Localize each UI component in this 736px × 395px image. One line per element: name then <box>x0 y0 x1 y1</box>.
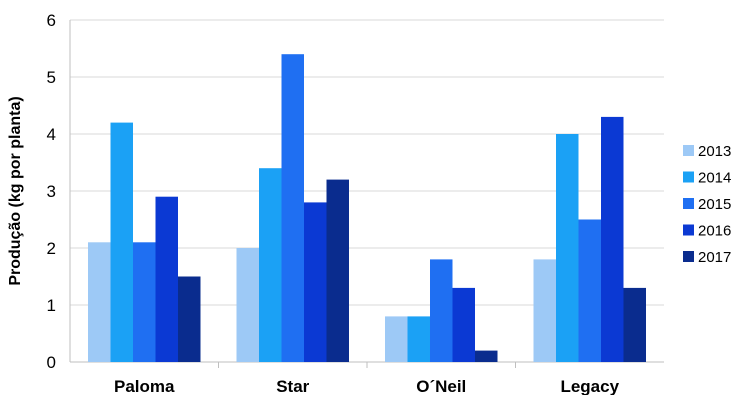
legend-label: 2015 <box>698 196 731 213</box>
legend: 2013 2014 2015 2016 2017 <box>683 143 731 266</box>
bar-2015 <box>281 54 304 362</box>
category-label: Legacy <box>560 377 619 395</box>
bar-2016 <box>304 202 327 362</box>
legend-label: 2017 <box>698 249 731 266</box>
bar-2017 <box>475 350 498 362</box>
bar-2017 <box>623 287 646 362</box>
y-tick-label: 4 <box>47 125 56 144</box>
bar-2014 <box>556 134 579 362</box>
bar-2015 <box>430 259 453 362</box>
category-label: O´Neil <box>416 377 466 395</box>
y-tick-label: 5 <box>47 68 56 87</box>
y-tick-label: 3 <box>47 182 56 201</box>
bar-2016 <box>452 287 475 362</box>
legend-swatch <box>683 171 694 183</box>
legend-label: 2014 <box>698 170 731 187</box>
legend-label: 2013 <box>698 143 731 160</box>
bar-2017 <box>178 276 201 362</box>
bar-2017 <box>326 179 349 362</box>
bar-2013 <box>236 248 259 362</box>
labels: 0 1 2 3 4 5 6 Paloma Star O´Neil Legacy Produção (k… <box>7 11 620 395</box>
bar-2014 <box>110 122 133 362</box>
bars <box>88 54 646 363</box>
y-tick-label: 0 <box>47 353 56 372</box>
legend-swatch <box>683 145 694 156</box>
y-tick-label: 6 <box>47 11 56 30</box>
bar-2014 <box>259 168 282 362</box>
legend-swatch <box>683 251 694 262</box>
category-label: Star <box>276 377 309 395</box>
bar-2016 <box>155 196 178 362</box>
legend-swatch <box>683 224 694 236</box>
bar-2013 <box>533 259 556 362</box>
category-label: Paloma <box>114 377 175 395</box>
y-tick-label: 2 <box>47 239 56 258</box>
bar-2013 <box>88 242 111 362</box>
legend-label: 2016 <box>698 223 731 240</box>
bar-2015 <box>133 242 156 362</box>
y-axis-title: Produção (kg por planta) <box>7 96 24 285</box>
y-tick-label: 1 <box>47 296 56 315</box>
bar-2014 <box>407 316 430 362</box>
bar-2013 <box>385 316 408 362</box>
bar-2016 <box>601 116 624 363</box>
bar-2015 <box>578 219 601 362</box>
legend-swatch <box>683 198 694 209</box>
